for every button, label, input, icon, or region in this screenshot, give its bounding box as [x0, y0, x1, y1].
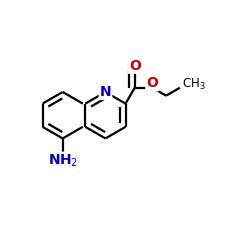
Text: CH$_3$: CH$_3$ [182, 76, 206, 92]
Text: O: O [129, 59, 141, 73]
Text: NH$_2$: NH$_2$ [48, 152, 78, 169]
Text: N: N [100, 85, 111, 99]
Text: O: O [146, 76, 158, 90]
